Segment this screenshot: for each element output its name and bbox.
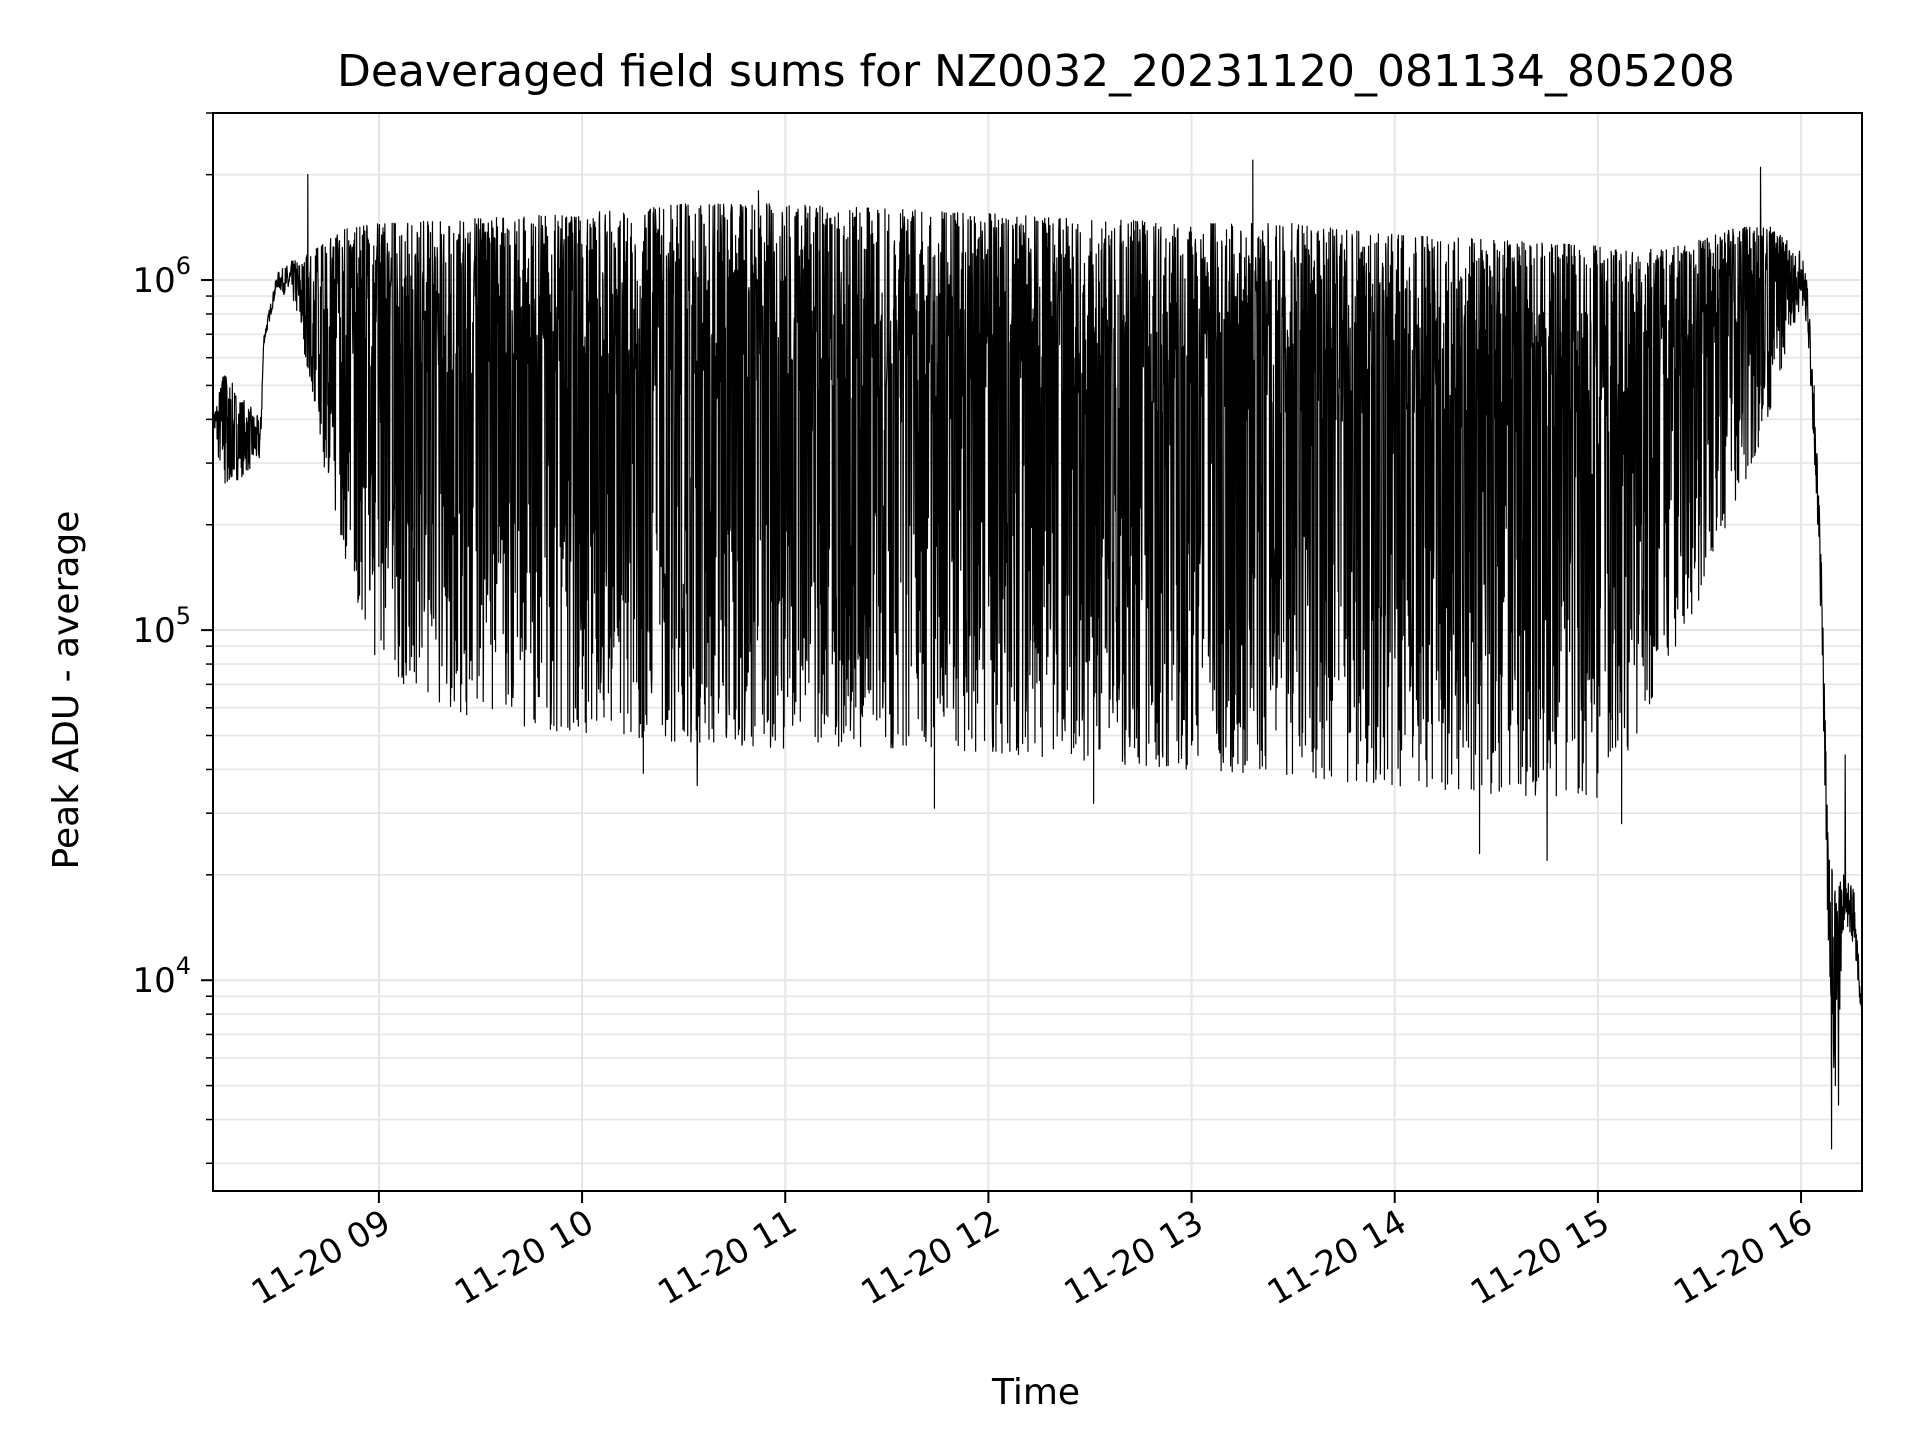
- chart-title: Deaveraged field sums for NZ0032_2023112…: [337, 46, 1735, 97]
- x-tick-label: 11-20 15: [1464, 1202, 1616, 1313]
- y-tick-label: 106: [132, 252, 191, 301]
- x-tick-label: 11-20 14: [1261, 1202, 1413, 1313]
- y-tick-label: 104: [132, 952, 191, 1001]
- x-axis-label: Time: [991, 1372, 1080, 1413]
- plot-frame: [212, 112, 1863, 1192]
- x-tick-label: 11-20 11: [651, 1202, 803, 1313]
- x-tick-label: 11-20 16: [1667, 1202, 1819, 1313]
- y-tick-label: 105: [132, 602, 191, 651]
- series-line: [212, 159, 1863, 1150]
- series-path: [212, 159, 1863, 1150]
- x-tick-label: 11-20 12: [855, 1202, 1007, 1313]
- x-tick-label: 11-20 09: [245, 1202, 397, 1313]
- x-tick-label: 11-20 13: [1058, 1202, 1210, 1313]
- x-tick-label: 11-20 10: [448, 1202, 600, 1313]
- y-axis: 104 105 106: [132, 112, 213, 1165]
- x-axis: 11-20 09 11-20 10 11-20 11 11-20 12 11-20 13…: [245, 1191, 1820, 1313]
- y-axis-label: Peak ADU - average: [46, 511, 87, 870]
